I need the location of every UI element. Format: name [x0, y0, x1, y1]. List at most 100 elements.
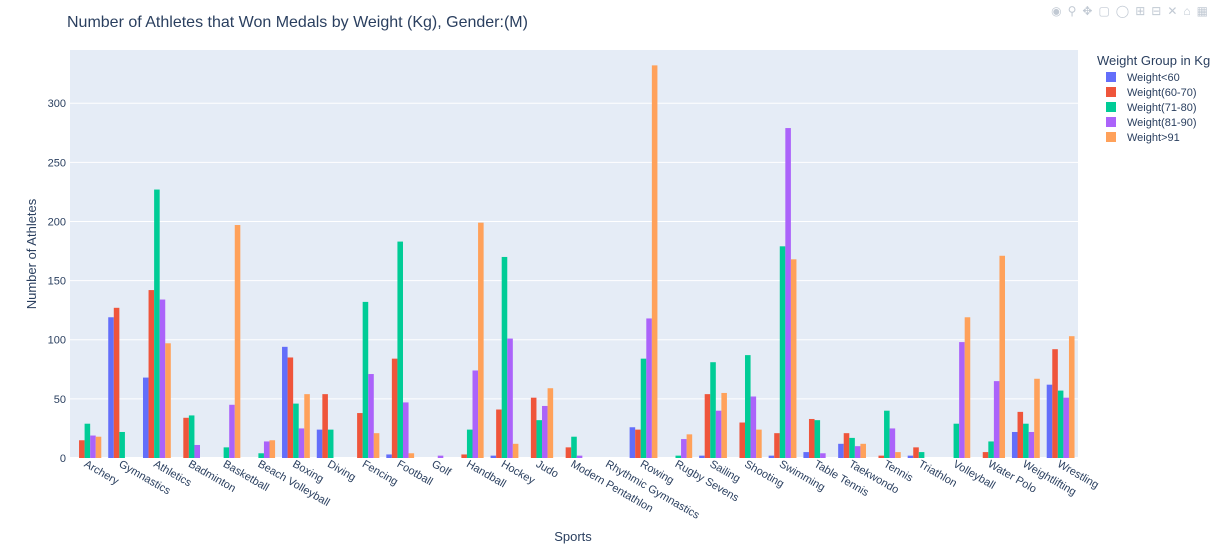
- bar[interactable]: [629, 427, 636, 458]
- bar[interactable]: [651, 65, 658, 459]
- bar[interactable]: [710, 362, 716, 458]
- bar[interactable]: [918, 452, 925, 458]
- bar[interactable]: [536, 420, 543, 458]
- bar[interactable]: [808, 418, 815, 458]
- legend-swatch[interactable]: [1106, 102, 1116, 112]
- bar[interactable]: [1063, 397, 1069, 458]
- bar[interactable]: [316, 429, 323, 458]
- bar[interactable]: [739, 422, 746, 458]
- bar[interactable]: [293, 403, 299, 458]
- bar[interactable]: [234, 225, 241, 458]
- bar[interactable]: [542, 405, 548, 458]
- bar[interactable]: [860, 443, 866, 458]
- bar[interactable]: [999, 255, 1006, 458]
- bar[interactable]: [148, 290, 155, 458]
- bar[interactable]: [108, 317, 114, 458]
- bar[interactable]: [119, 431, 125, 458]
- bar[interactable]: [704, 394, 711, 458]
- lasso-icon[interactable]: ◯: [1115, 4, 1130, 18]
- bar[interactable]: [675, 455, 682, 458]
- bar[interactable]: [854, 446, 861, 458]
- bar[interactable]: [1046, 384, 1053, 458]
- legend-item-label[interactable]: Weight(60-70): [1127, 87, 1197, 99]
- bar[interactable]: [269, 440, 276, 458]
- bar[interactable]: [90, 435, 96, 458]
- legend-swatch[interactable]: [1106, 132, 1116, 142]
- bar[interactable]: [322, 394, 328, 458]
- bar[interactable]: [785, 128, 791, 458]
- bar[interactable]: [790, 259, 797, 458]
- bar[interactable]: [913, 447, 919, 458]
- bar[interactable]: [715, 410, 722, 458]
- zoom-icon[interactable]: ⚲: [1067, 4, 1077, 18]
- bar[interactable]: [397, 241, 403, 458]
- bar[interactable]: [512, 443, 519, 458]
- bar[interactable]: [814, 420, 821, 458]
- bar[interactable]: [461, 454, 467, 458]
- bar[interactable]: [982, 452, 989, 458]
- bar[interactable]: [159, 299, 166, 458]
- bar[interactable]: [646, 318, 652, 458]
- bar[interactable]: [258, 453, 264, 458]
- bar[interactable]: [507, 338, 513, 458]
- bar[interactable]: [988, 441, 994, 458]
- bar[interactable]: [223, 447, 230, 458]
- autoscale-icon[interactable]: ✕: [1167, 4, 1178, 18]
- bar[interactable]: [820, 453, 826, 458]
- bar[interactable]: [699, 455, 705, 458]
- bar[interactable]: [142, 377, 149, 458]
- bar[interactable]: [304, 394, 310, 458]
- bar[interactable]: [229, 404, 235, 458]
- bar[interactable]: [686, 434, 693, 458]
- legend-item-label[interactable]: Weight(71-80): [1127, 102, 1197, 114]
- bar[interactable]: [84, 423, 91, 458]
- box-select-icon[interactable]: ▢: [1098, 4, 1110, 18]
- pan-icon[interactable]: ✥: [1082, 4, 1093, 18]
- bar[interactable]: [466, 429, 473, 458]
- bar[interactable]: [635, 429, 641, 458]
- bar[interactable]: [750, 396, 757, 458]
- bar[interactable]: [838, 443, 844, 458]
- bar[interactable]: [1017, 411, 1024, 458]
- bar[interactable]: [1052, 349, 1058, 458]
- bar[interactable]: [501, 256, 508, 458]
- bar[interactable]: [368, 374, 374, 458]
- bar[interactable]: [165, 343, 171, 458]
- bar[interactable]: [408, 453, 415, 458]
- legend-item-label[interactable]: Weight(81-90): [1127, 117, 1197, 129]
- bar[interactable]: [362, 301, 369, 458]
- bar[interactable]: [779, 246, 786, 458]
- bar[interactable]: [803, 452, 809, 458]
- bar[interactable]: [878, 455, 885, 458]
- bar[interactable]: [298, 428, 305, 458]
- bar[interactable]: [756, 429, 762, 458]
- bar[interactable]: [576, 455, 583, 458]
- bar[interactable]: [640, 358, 647, 458]
- bar[interactable]: [327, 429, 334, 458]
- bar[interactable]: [188, 415, 195, 458]
- bar[interactable]: [571, 436, 577, 458]
- bar[interactable]: [386, 454, 392, 458]
- bar[interactable]: [964, 317, 971, 458]
- zoom-in-icon[interactable]: ⊞: [1135, 4, 1146, 18]
- bar[interactable]: [402, 402, 409, 458]
- bar[interactable]: [721, 392, 727, 458]
- bar[interactable]: [768, 455, 775, 458]
- bar[interactable]: [745, 355, 751, 458]
- bar[interactable]: [194, 444, 200, 458]
- bar[interactable]: [843, 433, 850, 458]
- bar[interactable]: [472, 370, 479, 458]
- bar[interactable]: [889, 428, 896, 458]
- camera-icon[interactable]: ◉: [1051, 4, 1062, 18]
- bar[interactable]: [183, 417, 189, 458]
- bar[interactable]: [953, 423, 960, 458]
- bar[interactable]: [1023, 423, 1029, 458]
- bar[interactable]: [113, 307, 120, 458]
- legend-item-label[interactable]: Weight>91: [1127, 132, 1180, 144]
- bar[interactable]: [530, 397, 537, 458]
- reset-axes-icon[interactable]: ⌂: [1183, 4, 1191, 18]
- zoom-out-icon[interactable]: ⊟: [1151, 4, 1162, 18]
- bar[interactable]: [547, 388, 554, 458]
- bar[interactable]: [884, 410, 890, 458]
- bar[interactable]: [907, 455, 914, 458]
